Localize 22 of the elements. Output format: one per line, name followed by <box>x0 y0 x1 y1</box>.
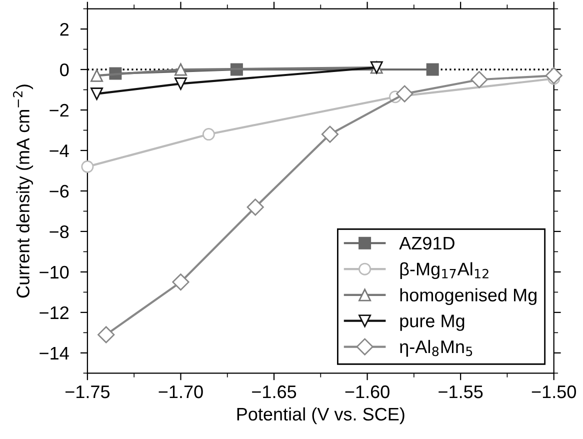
x-tick-label: −1.70 <box>158 385 203 398</box>
y-tick-label: 0 <box>60 63 69 76</box>
x-tick-label: −1.50 <box>532 385 576 398</box>
y-axis-title: Current density (mA cm$^{−2}$) <box>12 84 34 298</box>
legend-label: AZ91D <box>399 236 454 250</box>
legend-label: η-Al$_{8}$Mn$_{5}$ <box>400 340 472 357</box>
y-tick-label: −4 <box>50 144 69 158</box>
y-tick-label: −14 <box>40 347 69 360</box>
x-tick-label: −1.55 <box>438 386 483 398</box>
legend-label: homogenised Mg <box>400 288 536 306</box>
x-axis-title: Potential (V vs. SCE) <box>237 407 404 424</box>
y-tick-label: 2 <box>60 22 68 36</box>
x-tick-label: −1.60 <box>345 385 390 398</box>
y-tick-label: −8 <box>50 225 69 238</box>
legend-label: pure Mg <box>400 314 464 331</box>
x-tick-label: −1.65 <box>252 385 296 398</box>
y-tick-label: −6 <box>50 184 69 198</box>
y-tick-label: −2 <box>50 104 68 117</box>
legend-label: β-Mg$_{17}$Al$_{12}$ <box>400 262 488 280</box>
y-tick-label: −10 <box>40 266 69 279</box>
y-tick-label: −12 <box>40 306 68 319</box>
x-tick-label: −1.75 <box>66 386 110 398</box>
